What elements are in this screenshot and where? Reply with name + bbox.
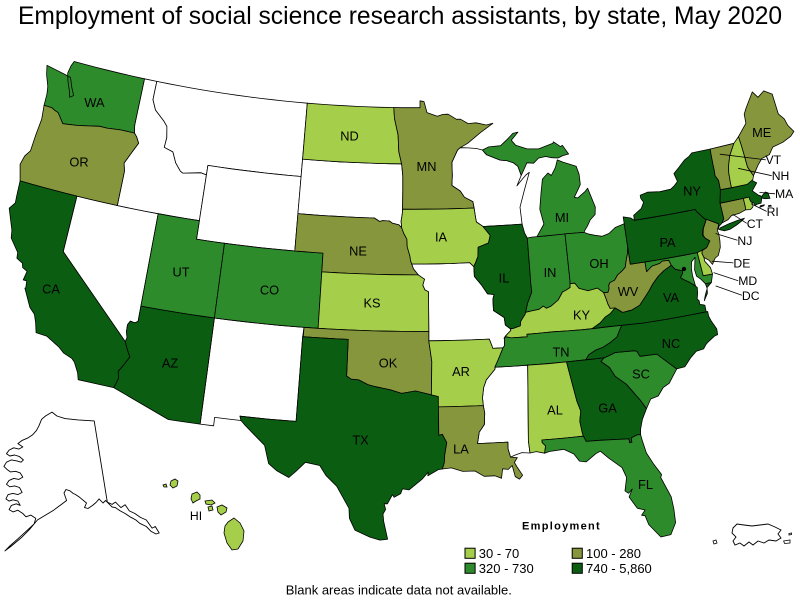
svg-text:RI: RI bbox=[767, 205, 779, 219]
svg-text:OH: OH bbox=[589, 256, 608, 271]
svg-text:DC: DC bbox=[742, 289, 760, 303]
svg-text:KS: KS bbox=[363, 295, 380, 310]
svg-text:MN: MN bbox=[417, 159, 437, 174]
svg-text:Employment: Employment bbox=[522, 521, 601, 533]
svg-text:FL: FL bbox=[638, 477, 653, 492]
svg-text:ME: ME bbox=[752, 125, 771, 140]
svg-text:30 - 70: 30 - 70 bbox=[479, 546, 519, 561]
svg-text:NH: NH bbox=[772, 169, 790, 183]
svg-text:OR: OR bbox=[69, 154, 88, 169]
svg-text:DE: DE bbox=[733, 257, 750, 271]
svg-text:CO: CO bbox=[260, 282, 279, 297]
svg-text:NJ: NJ bbox=[737, 234, 752, 248]
svg-text:Blank areas indicate data not: Blank areas indicate data not available. bbox=[286, 582, 512, 597]
svg-text:SC: SC bbox=[632, 366, 650, 381]
svg-text:Employment of social science r: Employment of social science research as… bbox=[18, 3, 782, 30]
svg-text:TX: TX bbox=[352, 432, 369, 447]
svg-text:PA: PA bbox=[659, 235, 676, 250]
svg-text:TN: TN bbox=[552, 344, 569, 359]
svg-text:MD: MD bbox=[738, 274, 757, 288]
svg-text:WA: WA bbox=[84, 95, 105, 110]
svg-text:LA: LA bbox=[453, 441, 469, 456]
svg-text:HI: HI bbox=[190, 509, 202, 523]
svg-text:NC: NC bbox=[662, 336, 680, 351]
svg-text:CA: CA bbox=[42, 281, 60, 296]
svg-text:CT: CT bbox=[747, 217, 764, 231]
svg-text:AL: AL bbox=[547, 402, 563, 417]
svg-text:320 - 730: 320 - 730 bbox=[479, 561, 534, 576]
svg-text:MI: MI bbox=[555, 210, 569, 225]
svg-text:VT: VT bbox=[766, 153, 782, 167]
svg-text:UT: UT bbox=[172, 264, 189, 279]
svg-text:IA: IA bbox=[435, 229, 448, 244]
svg-text:MA: MA bbox=[775, 187, 794, 201]
svg-text:ND: ND bbox=[340, 128, 358, 143]
svg-text:740 - 5,860: 740 - 5,860 bbox=[586, 561, 652, 576]
svg-text:WV: WV bbox=[618, 284, 639, 299]
svg-text:IN: IN bbox=[544, 265, 557, 280]
svg-text:NY: NY bbox=[683, 183, 701, 198]
svg-text:AZ: AZ bbox=[162, 355, 179, 370]
svg-text:KY: KY bbox=[573, 307, 591, 322]
svg-text:NE: NE bbox=[349, 243, 367, 258]
svg-text:100 - 280: 100 - 280 bbox=[586, 546, 641, 561]
svg-text:GA: GA bbox=[598, 400, 617, 415]
svg-text:IL: IL bbox=[499, 270, 510, 285]
svg-text:AR: AR bbox=[452, 364, 470, 379]
svg-text:VA: VA bbox=[663, 290, 680, 305]
svg-text:OK: OK bbox=[379, 355, 398, 370]
